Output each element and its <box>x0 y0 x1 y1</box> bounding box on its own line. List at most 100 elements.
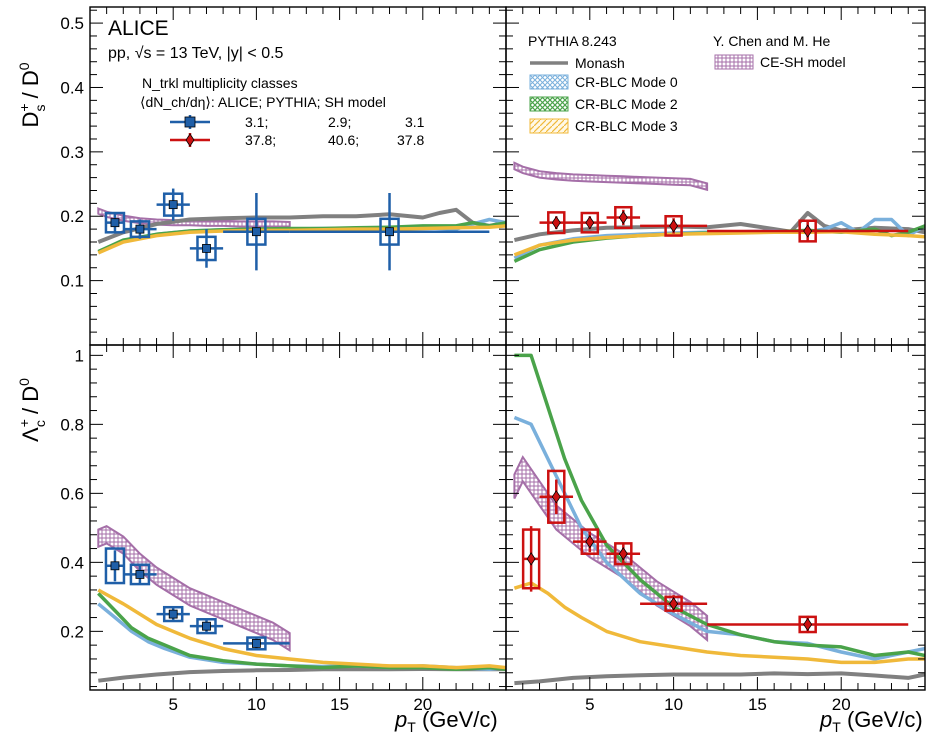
data-point-bottom-right <box>573 528 607 555</box>
legend-mode0-swatch <box>529 74 569 90</box>
plot-area-top-right <box>513 161 925 263</box>
diamond-marker <box>551 490 561 504</box>
plot-area-bottom-right <box>513 353 925 686</box>
legend-high-marker <box>170 133 210 147</box>
plot-area-bottom-left <box>97 524 506 683</box>
legend-mode2-swatch <box>529 96 569 112</box>
y-tick-label: 0.2 <box>60 207 84 226</box>
data-point-top-right <box>539 211 574 235</box>
pythia-legend-title: PYTHIA 8.243 <box>528 33 617 49</box>
y-tick-label: 0.6 <box>60 484 84 503</box>
legend-low-marker <box>170 115 210 129</box>
top-y-axis-title: D+s / D0 <box>16 62 48 127</box>
square-marker <box>202 244 211 253</box>
cr-blc-mode-3-series-bottom-right <box>513 581 925 665</box>
cr-blc-mode-0-series-bottom-right <box>513 415 925 661</box>
sh-legend-title: Y. Chen and M. He <box>713 33 830 49</box>
x-tick-label: 5 <box>168 695 177 714</box>
legend-mode3-swatch <box>529 118 569 134</box>
data-point-bottom-left <box>223 636 290 651</box>
bottom-y-axis-title: Λ+c / D0 <box>16 378 48 442</box>
data-point-top-left <box>156 188 190 221</box>
x-tick-label: 15 <box>330 695 349 714</box>
data-point-top-left <box>189 229 224 268</box>
cr-blc-mode-3-series-top-right <box>513 229 925 257</box>
panel-bottom-left: 5 10 15 20 0.2 0.4 0.6 0.8 1 <box>60 344 507 714</box>
monash-series-bottom-right <box>514 671 925 686</box>
data-point-top-right <box>640 214 708 237</box>
ce-sh-model-series-bottom-left <box>97 524 291 653</box>
x-tick-label: 15 <box>748 695 767 714</box>
x-tick-label: 5 <box>585 695 594 714</box>
diamond-marker <box>618 547 628 561</box>
y-tick-label: 0.8 <box>60 415 84 434</box>
diamond-marker <box>526 552 536 566</box>
data-point-top-left <box>289 193 490 271</box>
multiplicity-title: N_trkl multiplicity classes <box>142 75 298 91</box>
y-tick-label: 0.3 <box>60 143 84 162</box>
data-point-top-left <box>104 211 126 234</box>
square-marker <box>251 227 261 237</box>
legend-mode0-label: CR-BLC Mode 0 <box>575 74 678 90</box>
data-point-bottom-left <box>156 605 190 623</box>
legend-mode2-label: CR-BLC Mode 2 <box>575 96 678 112</box>
diamond-marker <box>669 597 679 611</box>
panel-top-left: 0.1 0.2 0.3 0.4 0.5 <box>60 6 507 346</box>
data-point-bottom-right <box>606 542 641 566</box>
square-marker <box>168 200 178 210</box>
syst-box <box>104 547 126 585</box>
y-tick-label: 1 <box>75 346 84 365</box>
cr-blc-mode-3-series-top-left <box>97 224 506 255</box>
diamond-marker <box>551 215 561 230</box>
plot-area-top-left <box>97 188 506 271</box>
y-tick-label: 0.4 <box>60 553 84 572</box>
legend-high-alice: 37.8; <box>245 132 276 148</box>
x-tick-label: 10 <box>247 695 266 714</box>
data-point-bottom-left <box>104 547 126 585</box>
legend-low-alice: 3.1; <box>245 114 268 130</box>
monash-series-top-left <box>97 207 506 244</box>
legend-low-pythia: 2.9; <box>328 114 351 130</box>
panel-bottom-right: 5 10 15 20 <box>505 344 926 714</box>
data-point-bottom-left <box>189 618 224 635</box>
legend-high-sh: 37.8 <box>397 132 424 148</box>
data-point-top-left <box>223 193 290 271</box>
x-tick-label: 10 <box>664 695 683 714</box>
y-tick-label: 0.5 <box>60 14 84 33</box>
cr-blc-mode-2-series-bottom-left <box>97 592 506 672</box>
square-marker <box>385 227 394 237</box>
legend-cesh-label: CE-SH model <box>760 54 846 70</box>
diamond-marker <box>803 617 813 632</box>
data-point-top-right <box>606 205 641 230</box>
square-marker <box>110 561 120 571</box>
data-point-top-right <box>573 211 607 234</box>
data-point-bottom-right <box>640 595 708 613</box>
diamond-marker <box>803 224 813 238</box>
legend-monash-label: Monash <box>575 55 625 71</box>
data-point-bottom-right <box>539 469 574 524</box>
cr-blc-mode-3-series-bottom-left <box>97 588 506 670</box>
panel-frame-bottom-right <box>505 344 926 691</box>
experiment-label: ALICE <box>108 17 169 40</box>
data-point-top-right <box>707 219 909 243</box>
y-tick-label: 0.2 <box>60 622 84 641</box>
panel-top-right <box>505 6 926 346</box>
ce-sh-model-series-top-right <box>513 161 709 192</box>
diamond-marker <box>585 534 595 549</box>
legend-low-sh: 3.1 <box>405 114 425 130</box>
monash-series-bottom-left <box>98 667 506 683</box>
collision-label: pp, √s = 13 TeV, |y| < 0.5 <box>108 45 284 62</box>
data-point-bottom-right <box>707 615 909 634</box>
x-axis-title-left: pT (GeV/c) <box>394 707 498 735</box>
diamond-marker <box>618 210 628 225</box>
square-marker <box>168 609 178 619</box>
data-point-top-left <box>123 219 157 239</box>
diamond-marker <box>669 219 679 233</box>
square-marker <box>251 639 261 648</box>
square-marker <box>135 224 145 234</box>
y-tick-label: 0.1 <box>60 272 84 291</box>
data-point-bottom-left <box>123 563 157 586</box>
y-tick-label: 0.4 <box>60 78 84 97</box>
legend-mode3-label: CR-BLC Mode 3 <box>575 118 678 134</box>
